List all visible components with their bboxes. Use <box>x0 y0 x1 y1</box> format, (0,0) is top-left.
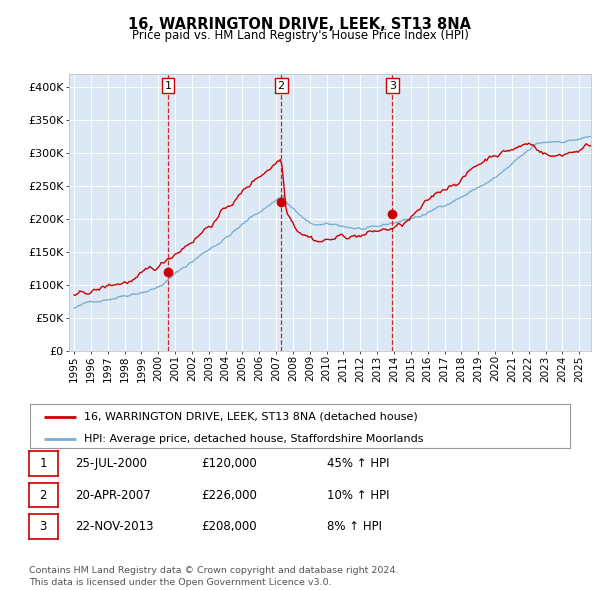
Text: 2: 2 <box>40 489 47 502</box>
Text: 25-JUL-2000: 25-JUL-2000 <box>75 457 147 470</box>
Text: 2: 2 <box>278 81 285 91</box>
Text: 16, WARRINGTON DRIVE, LEEK, ST13 8NA: 16, WARRINGTON DRIVE, LEEK, ST13 8NA <box>128 17 472 31</box>
Text: 45% ↑ HPI: 45% ↑ HPI <box>327 457 389 470</box>
Text: £226,000: £226,000 <box>201 489 257 502</box>
Text: HPI: Average price, detached house, Staffordshire Moorlands: HPI: Average price, detached house, Staf… <box>84 434 424 444</box>
Text: 3: 3 <box>389 81 396 91</box>
Text: Price paid vs. HM Land Registry's House Price Index (HPI): Price paid vs. HM Land Registry's House … <box>131 30 469 42</box>
Text: £208,000: £208,000 <box>201 520 257 533</box>
Text: 22-NOV-2013: 22-NOV-2013 <box>75 520 154 533</box>
Text: Contains HM Land Registry data © Crown copyright and database right 2024.
This d: Contains HM Land Registry data © Crown c… <box>29 566 398 587</box>
Text: 20-APR-2007: 20-APR-2007 <box>75 489 151 502</box>
Text: 3: 3 <box>40 520 47 533</box>
Text: £120,000: £120,000 <box>201 457 257 470</box>
Text: 8% ↑ HPI: 8% ↑ HPI <box>327 520 382 533</box>
Text: 10% ↑ HPI: 10% ↑ HPI <box>327 489 389 502</box>
Text: 1: 1 <box>164 81 172 91</box>
Text: 1: 1 <box>40 457 47 470</box>
Text: 16, WARRINGTON DRIVE, LEEK, ST13 8NA (detached house): 16, WARRINGTON DRIVE, LEEK, ST13 8NA (de… <box>84 412 418 421</box>
